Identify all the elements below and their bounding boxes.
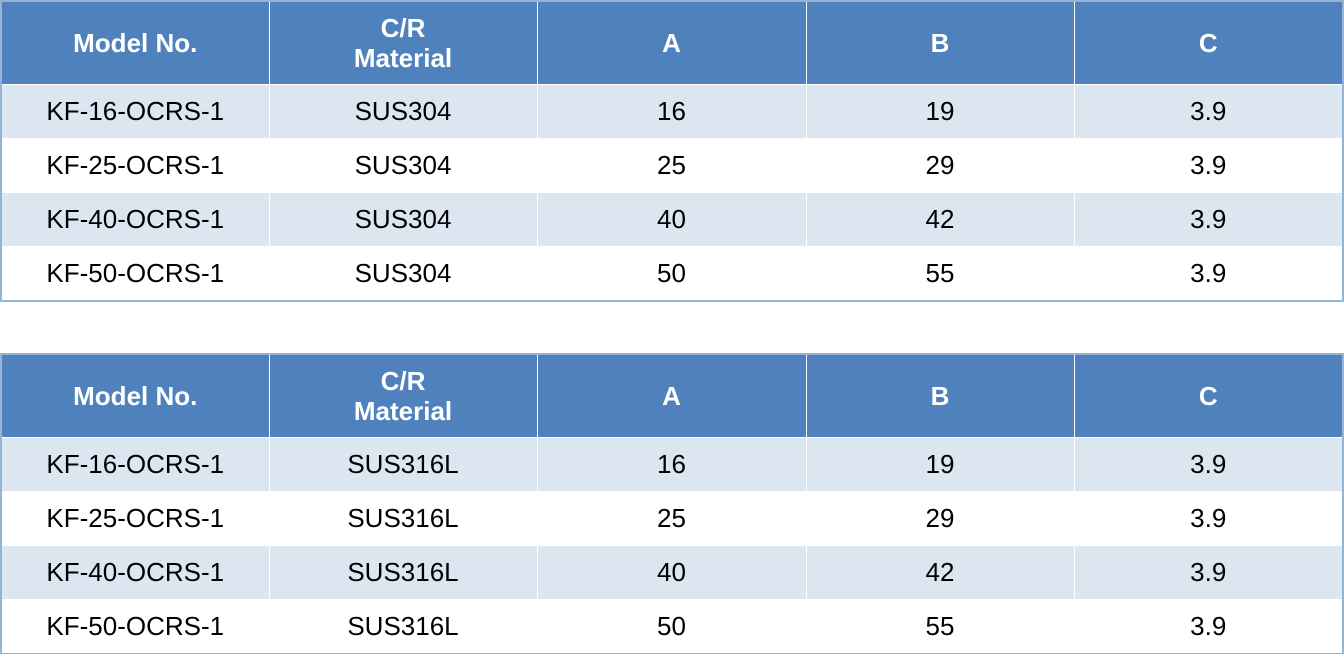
cell: KF-16-OCRS-1 [0, 437, 270, 492]
data-row: KF-40-OCRS-1 SUS316L 40 42 3.9 [0, 545, 1344, 600]
cell: 50 [536, 599, 807, 654]
cell: KF-40-OCRS-1 [0, 545, 270, 600]
header-cell: B [805, 1, 1075, 85]
spec-table: Model No. C/R Material A B C KF-16-OCRS-1 SUS3… [0, 353, 1344, 654]
cell: SUS304 [268, 138, 538, 193]
cell: 29 [805, 491, 1075, 546]
header-text: C/R Material [353, 366, 453, 426]
header-row: Model No. C/R Material A B C [0, 354, 1344, 438]
header-text: Model No. [73, 28, 198, 58]
cell: SUS304 [268, 246, 538, 301]
cell: 3.9 [1073, 491, 1344, 546]
cell: 19 [805, 437, 1075, 492]
header-cell: C [1073, 354, 1344, 438]
cell: 40 [536, 545, 807, 600]
cell: SUS316L [268, 545, 538, 600]
cell: KF-50-OCRS-1 [0, 599, 270, 654]
cell: KF-25-OCRS-1 [0, 491, 270, 546]
header-text: C [1198, 381, 1218, 411]
header-cell: Model No. [0, 1, 270, 85]
header-text: A [662, 28, 681, 58]
cell: 25 [536, 138, 807, 193]
header-text: A [662, 381, 681, 411]
cell: 16 [536, 84, 807, 139]
header-text: B [930, 381, 950, 411]
header-cell: Model No. [0, 354, 270, 438]
header-text: Model No. [73, 381, 198, 411]
cell: 42 [805, 545, 1075, 600]
header-cell: C/R Material [268, 1, 538, 85]
header-cell: B [805, 354, 1075, 438]
cell: SUS316L [268, 599, 538, 654]
cell: 40 [536, 192, 807, 247]
cell: 3.9 [1073, 138, 1344, 193]
data-row: KF-50-OCRS-1 SUS304 50 55 3.9 [0, 246, 1344, 301]
header-cell: A [536, 354, 807, 438]
cell: 16 [536, 437, 807, 492]
cell: 50 [536, 246, 807, 301]
cell: 3.9 [1073, 599, 1344, 654]
cell: 3.9 [1073, 84, 1344, 139]
data-row: KF-50-OCRS-1 SUS316L 50 55 3.9 [0, 599, 1344, 654]
cell: 29 [805, 138, 1075, 193]
cell: 25 [536, 491, 807, 546]
spec-table: Model No. C/R Material A B C KF-16-OCRS-1 SUS3… [0, 0, 1344, 302]
cell: KF-16-OCRS-1 [0, 84, 270, 139]
header-cell: A [536, 1, 807, 85]
cell: KF-40-OCRS-1 [0, 192, 270, 247]
cell: SUS304 [268, 84, 538, 139]
data-row: KF-25-OCRS-1 SUS304 25 29 3.9 [0, 138, 1344, 193]
cell: 3.9 [1073, 246, 1344, 301]
cell: SUS304 [268, 192, 538, 247]
data-row: KF-25-OCRS-1 SUS316L 25 29 3.9 [0, 491, 1344, 546]
header-text: C [1198, 28, 1218, 58]
cell: SUS316L [268, 491, 538, 546]
cell: 19 [805, 84, 1075, 139]
header-row: Model No. C/R Material A B C [0, 1, 1344, 85]
cell: 42 [805, 192, 1075, 247]
cell: 55 [805, 246, 1075, 301]
data-row: KF-40-OCRS-1 SUS304 40 42 3.9 [0, 192, 1344, 247]
cell: 55 [805, 599, 1075, 654]
cell: SUS316L [268, 437, 538, 492]
header-text: B [930, 28, 950, 58]
data-row: KF-16-OCRS-1 SUS304 16 19 3.9 [0, 84, 1344, 139]
cell: 3.9 [1073, 545, 1344, 600]
data-row: KF-16-OCRS-1 SUS316L 16 19 3.9 [0, 437, 1344, 492]
cell: 3.9 [1073, 192, 1344, 247]
header-cell: C [1073, 1, 1344, 85]
cell: KF-50-OCRS-1 [0, 246, 270, 301]
header-text: C/R Material [353, 13, 453, 73]
cell: 3.9 [1073, 437, 1344, 492]
cell: KF-25-OCRS-1 [0, 138, 270, 193]
header-cell: C/R Material [268, 354, 538, 438]
